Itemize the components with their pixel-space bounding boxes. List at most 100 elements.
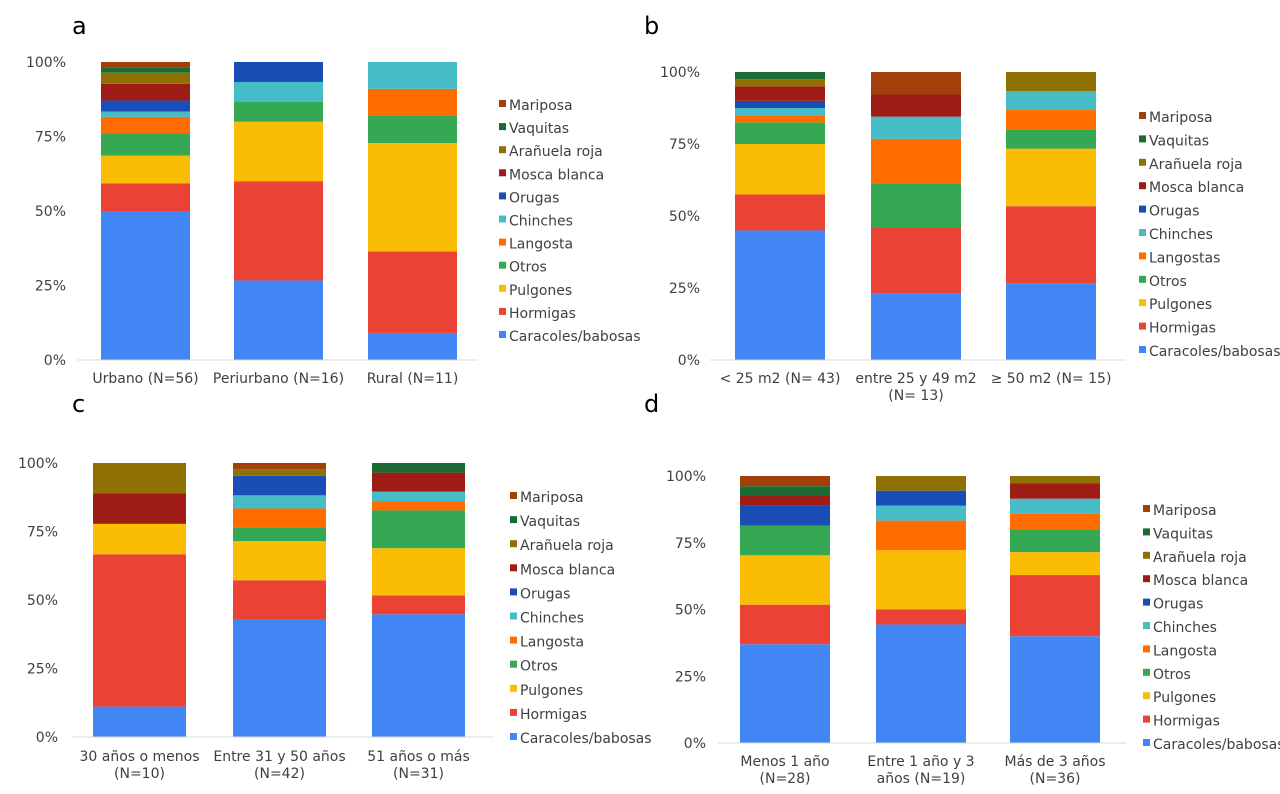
bar-segment: [368, 88, 457, 116]
legend-label: Hormigas: [520, 707, 587, 723]
y-tick-label: 75%: [27, 525, 58, 541]
bar-segment: [93, 493, 186, 524]
y-tick-label: 75%: [35, 130, 66, 146]
legend-swatch: [510, 708, 517, 716]
legend-label: Mosca blanca: [1149, 180, 1244, 196]
panel-label: c: [72, 390, 85, 418]
legend-swatch: [1143, 622, 1150, 629]
bar-segment: [871, 183, 961, 228]
bar-segment: [871, 227, 961, 294]
legend-swatch: [1139, 135, 1146, 143]
legend-label: Vaquitas: [509, 121, 569, 137]
y-tick-label: 25%: [27, 662, 58, 678]
y-tick-label: 50%: [35, 204, 66, 220]
x-category-label: < 25 m2 (N= 43): [720, 371, 841, 387]
legend-label: Chinches: [1149, 227, 1213, 243]
panel-label: b: [644, 12, 659, 40]
bar-segment: [876, 550, 966, 610]
y-tick-label: 100%: [26, 55, 66, 71]
legend-label: Otros: [520, 659, 558, 675]
x-category-label: Entre 31 y 50 años (N=42): [213, 749, 345, 782]
y-tick-label: 100%: [18, 456, 58, 472]
legend-swatch: [510, 660, 517, 668]
legend-label: Caracoles/babosas: [509, 329, 641, 345]
y-tick-label: 100%: [666, 469, 706, 485]
legend-label: Chinches: [520, 611, 584, 627]
y-tick-label: 50%: [675, 603, 706, 619]
legend-swatch: [1139, 252, 1146, 260]
y-tick-label: 75%: [675, 536, 706, 552]
bar-segment: [233, 580, 326, 620]
bar-segment: [1010, 636, 1100, 743]
legend-swatch: [1143, 505, 1150, 512]
panel-label: d: [644, 390, 659, 418]
bar-segment: [233, 541, 326, 581]
bar-segment: [871, 116, 961, 139]
bar-segment: [101, 133, 190, 156]
bar-segment: [871, 94, 961, 117]
bar-segment: [735, 100, 825, 108]
bar-segment: [876, 520, 966, 551]
legend-label: Vaquitas: [520, 514, 580, 530]
bar-segment: [101, 116, 190, 134]
y-tick-label: 0%: [684, 736, 706, 752]
bar-segment: [735, 230, 825, 360]
y-tick-label: 50%: [27, 593, 58, 609]
legend-swatch: [1143, 715, 1150, 723]
bar-segment: [372, 510, 465, 549]
legend-label: Mariposa: [520, 490, 584, 506]
legend-swatch: [1139, 205, 1146, 213]
bar-segment: [372, 491, 465, 502]
x-category-label: Periurbano (N=16): [213, 371, 344, 387]
bar-segment: [1006, 129, 1096, 149]
bar-segment: [735, 86, 825, 101]
bar-segment: [234, 62, 323, 82]
bar-segment: [372, 463, 465, 473]
bar-segment: [1006, 206, 1096, 284]
bar-segment: [735, 194, 825, 231]
legend-swatch: [510, 612, 517, 620]
legend-label: Otros: [509, 260, 547, 276]
bar-segment: [368, 251, 457, 333]
x-category-label: 51 años o más (N=31): [367, 749, 470, 782]
legend-label: Otros: [1149, 274, 1187, 290]
legend-label: Chinches: [509, 214, 573, 230]
legend-swatch: [499, 215, 506, 223]
bar-segment: [93, 463, 186, 494]
legend-swatch: [1139, 158, 1146, 166]
legend-label: Mariposa: [509, 98, 573, 114]
bar-segment: [234, 181, 323, 281]
bar-segment: [1006, 110, 1096, 130]
legend-swatch: [499, 146, 506, 154]
bar-segment: [1010, 498, 1100, 514]
y-tick-label: 0%: [678, 353, 700, 369]
legend-label: Langosta: [520, 635, 584, 651]
bar-segment: [101, 155, 190, 184]
bar-segment: [740, 525, 830, 556]
legend-swatch: [1139, 346, 1146, 353]
bar-segment: [1010, 529, 1100, 553]
bar-segment: [740, 505, 830, 526]
bar-segment: [233, 527, 326, 542]
chart-panel-a: a 0% 25% 50% 75% 100% Urbano (N=56) Periurbano …: [26, 12, 641, 387]
x-category-label: entre 25 y 49 m2 (N= 13): [855, 371, 976, 404]
bar-segment: [234, 101, 323, 122]
legend-swatch: [1143, 645, 1150, 653]
bar-segment: [1006, 283, 1096, 360]
bar-segment: [233, 508, 326, 528]
legend-swatch: [510, 540, 517, 548]
y-tick-label: 50%: [669, 209, 700, 225]
legend-label: Orugas: [520, 586, 570, 602]
chart-panel-b: b 0% 25% 50% 75% 100% < 25 m2 (N= 43) entre 25 …: [644, 12, 1280, 404]
legend-swatch: [1139, 112, 1146, 119]
x-category-label: Menos 1 año (N=28): [740, 754, 829, 787]
legend-swatch: [499, 238, 506, 246]
legend-swatch: [510, 684, 517, 692]
legend-swatch: [499, 284, 506, 292]
bar-segment: [93, 554, 186, 707]
bar-segment: [233, 495, 326, 509]
legend-swatch: [499, 331, 506, 338]
bar-segment: [876, 624, 966, 743]
bar-segment: [372, 472, 465, 492]
legend-swatch: [510, 733, 517, 740]
